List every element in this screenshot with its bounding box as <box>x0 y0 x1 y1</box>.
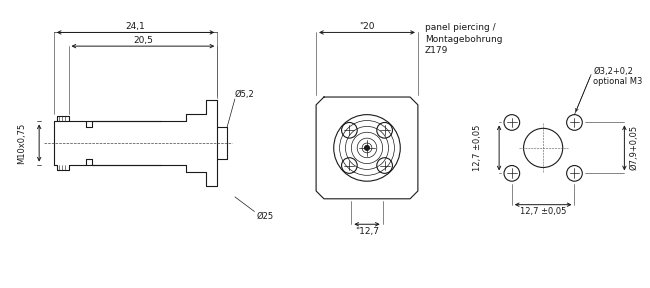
Text: 12,7 ±0,05: 12,7 ±0,05 <box>473 125 482 171</box>
Text: 20,5: 20,5 <box>133 36 153 45</box>
Text: 24,1: 24,1 <box>125 22 146 31</box>
Circle shape <box>365 145 369 150</box>
Text: Ø25: Ø25 <box>256 212 274 221</box>
Text: optional M3: optional M3 <box>593 77 642 86</box>
Text: "12,7: "12,7 <box>355 227 379 236</box>
Text: "20: "20 <box>359 22 375 31</box>
Text: 12,7 ±0,05: 12,7 ±0,05 <box>520 207 566 216</box>
Text: Ø5,2: Ø5,2 <box>235 90 255 98</box>
Text: Ø3,2+0,2: Ø3,2+0,2 <box>593 67 633 76</box>
Text: Ø7,9+0,05: Ø7,9+0,05 <box>629 125 638 170</box>
Text: M10x0,75: M10x0,75 <box>17 122 26 164</box>
Text: panel piercing /
Montagebohrung
Z179: panel piercing / Montagebohrung Z179 <box>425 23 502 55</box>
